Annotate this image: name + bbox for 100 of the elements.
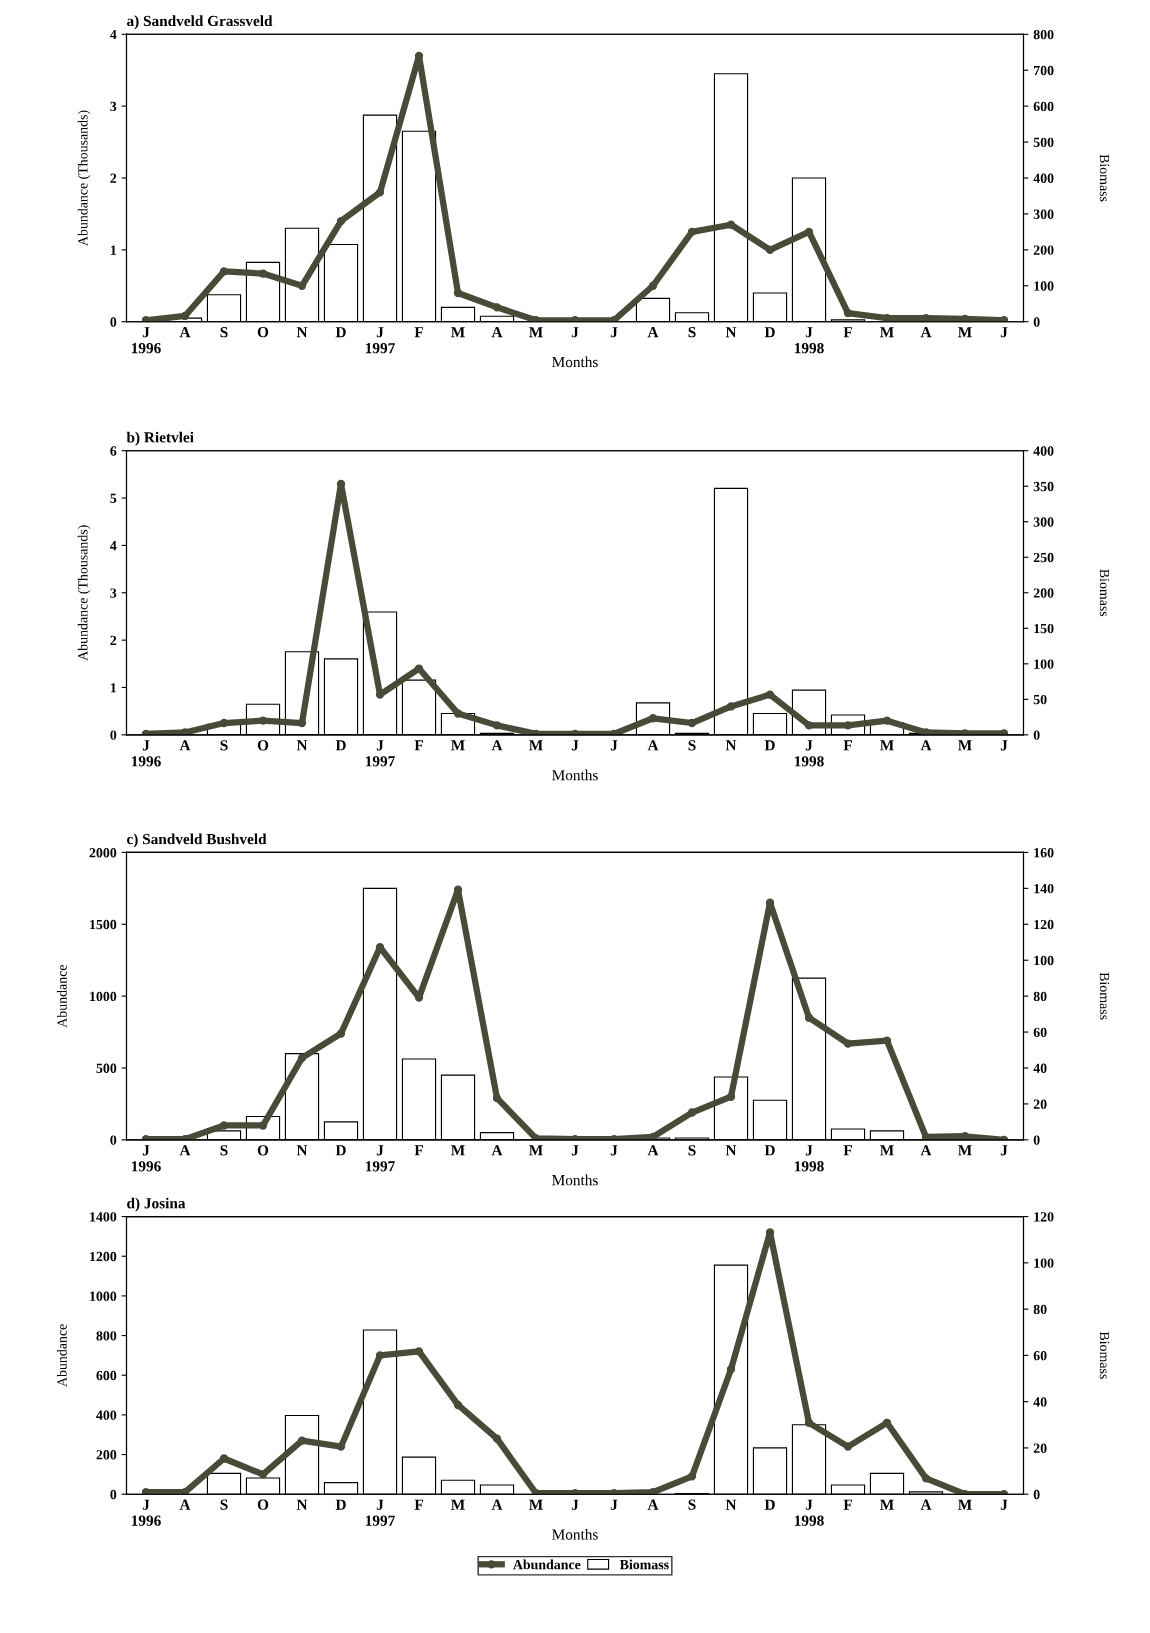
y-tick-label: 500 (96, 1063, 117, 1073)
y2-axis-title: Biomass (1099, 972, 1110, 1020)
y2-tick-label: 40 (1033, 1397, 1047, 1407)
y-tick-label: 2 (110, 635, 117, 645)
y2-tick-label: 80 (1033, 1304, 1047, 1315)
y2-tick-label: 40 (1033, 1063, 1047, 1073)
x-tick-label: S (688, 1499, 696, 1510)
y-tick-label: 6 (110, 446, 117, 456)
x-tick-label: J 1997 (365, 1499, 395, 1526)
y-tick-label: 2 (110, 173, 117, 183)
x-tick-label: A (179, 327, 191, 338)
y-tick-label: 0 (110, 1135, 117, 1145)
x-tick-label: O (257, 327, 269, 338)
y-axis-title: Abundance (Thousands) (77, 110, 91, 246)
x-tick-label: M (880, 1499, 894, 1510)
x-tick-label: N (725, 1499, 737, 1510)
x-tick-label: D (335, 1499, 346, 1510)
x-tick-label: A (920, 327, 932, 338)
y2-axis-title: Biomass (1099, 569, 1110, 617)
x-tick-label: N (296, 1499, 308, 1510)
x-tick-label: J (610, 327, 618, 338)
y2-tick-label: 50 (1033, 694, 1047, 705)
x-tick-label: N (725, 327, 737, 338)
x-tick-label: J (610, 1145, 618, 1156)
y2-tick-label: 400 (1033, 446, 1054, 456)
x-tick-label: S (220, 1499, 228, 1510)
y-axis-title: Abundance (Thousands) (77, 525, 91, 661)
x-tick-label: M (880, 1145, 894, 1156)
x-tick-label: A (179, 1499, 191, 1510)
x-tick-label: A (920, 1145, 932, 1156)
y2-tick-label: 400 (1033, 173, 1054, 183)
x-tick-label: M (451, 1145, 465, 1156)
x-tick-label: J 1998 (794, 1145, 824, 1172)
y-tick-label: 200 (96, 1450, 117, 1460)
x-axis-title: Months (552, 1174, 598, 1186)
x-tick-label: S (220, 740, 228, 751)
y-tick-label: 600 (96, 1370, 117, 1381)
y2-tick-label: 300 (1033, 517, 1054, 527)
x-tick-label: F (843, 327, 852, 338)
x-tick-label: A (920, 740, 932, 751)
y2-tick-label: 800 (1033, 29, 1054, 40)
y-axis-title: Abundance (56, 964, 67, 1028)
legend-label: Abundance (513, 1559, 581, 1570)
y2-tick-label: 0 (1033, 1135, 1040, 1145)
x-tick-label: J (571, 740, 579, 751)
y-axis-title: Abundance (56, 1324, 67, 1387)
y-tick-label: 1 (110, 245, 117, 255)
y-tick-label: 1000 (90, 1291, 117, 1301)
y2-axis-title: Biomass (1099, 154, 1110, 202)
x-tick-label: J 1996 (131, 1145, 161, 1172)
y2-tick-label: 500 (1033, 137, 1054, 148)
x-tick-label: A (179, 1145, 191, 1156)
x-tick-label: J 1998 (794, 327, 824, 354)
x-tick-label: A (491, 1145, 503, 1156)
x-tick-label: N (296, 327, 308, 338)
x-tick-label: A (491, 327, 503, 338)
x-tick-label: J 1996 (131, 1499, 161, 1526)
x-tick-label: D (764, 327, 775, 338)
y2-tick-label: 140 (1034, 883, 1054, 894)
x-tick-label: J 1997 (365, 740, 395, 767)
x-tick-label: S (220, 327, 228, 338)
x-tick-label: J 1997 (365, 327, 395, 354)
y-tick-label: 1500 (90, 919, 117, 930)
x-tick-label: M (529, 740, 543, 751)
y2-tick-label: 60 (1033, 1350, 1047, 1361)
x-tick-label: A (491, 740, 503, 751)
x-tick-label: O (257, 1145, 269, 1156)
x-tick-label: D (335, 1145, 346, 1156)
x-tick-label: A (647, 740, 659, 751)
y-tick-label: 1400 (90, 1212, 117, 1222)
y2-tick-label: 200 (1033, 588, 1054, 598)
x-tick-label: A (491, 1499, 503, 1510)
y-tick-label: 1 (110, 683, 117, 693)
y2-tick-label: 700 (1034, 65, 1054, 76)
y-tick-label: 3 (110, 588, 117, 598)
y2-tick-label: 0 (1033, 1489, 1040, 1500)
chart-title: a) Sandveld Grassveld (126, 15, 273, 30)
x-tick-label: A (647, 1499, 659, 1510)
x-tick-label: M (451, 327, 465, 338)
x-tick-label: N (296, 740, 308, 751)
legend-label: Biomass (619, 1559, 669, 1570)
y-tick-label: 3 (110, 101, 117, 112)
y-tick-label: 4 (110, 29, 117, 40)
y2-tick-label: 120 (1034, 919, 1054, 930)
x-tick-label: O (257, 1499, 269, 1510)
y2-tick-label: 100 (1034, 955, 1054, 966)
y2-tick-label: 20 (1033, 1443, 1047, 1453)
x-tick-label: A (647, 327, 659, 338)
x-tick-label: D (764, 1499, 775, 1510)
x-tick-label: F (414, 1499, 423, 1510)
x-tick-label: J (610, 1499, 618, 1510)
y2-tick-label: 120 (1034, 1212, 1054, 1222)
x-tick-label: J 1996 (131, 327, 161, 354)
x-tick-label: M (451, 740, 465, 751)
x-tick-label: J (1000, 1145, 1008, 1156)
x-tick-label: S (688, 740, 696, 751)
x-tick-label: O (257, 740, 269, 751)
y2-tick-label: 0 (1033, 317, 1040, 327)
x-axis-title: Months (552, 356, 598, 368)
x-tick-label: A (647, 1145, 659, 1156)
